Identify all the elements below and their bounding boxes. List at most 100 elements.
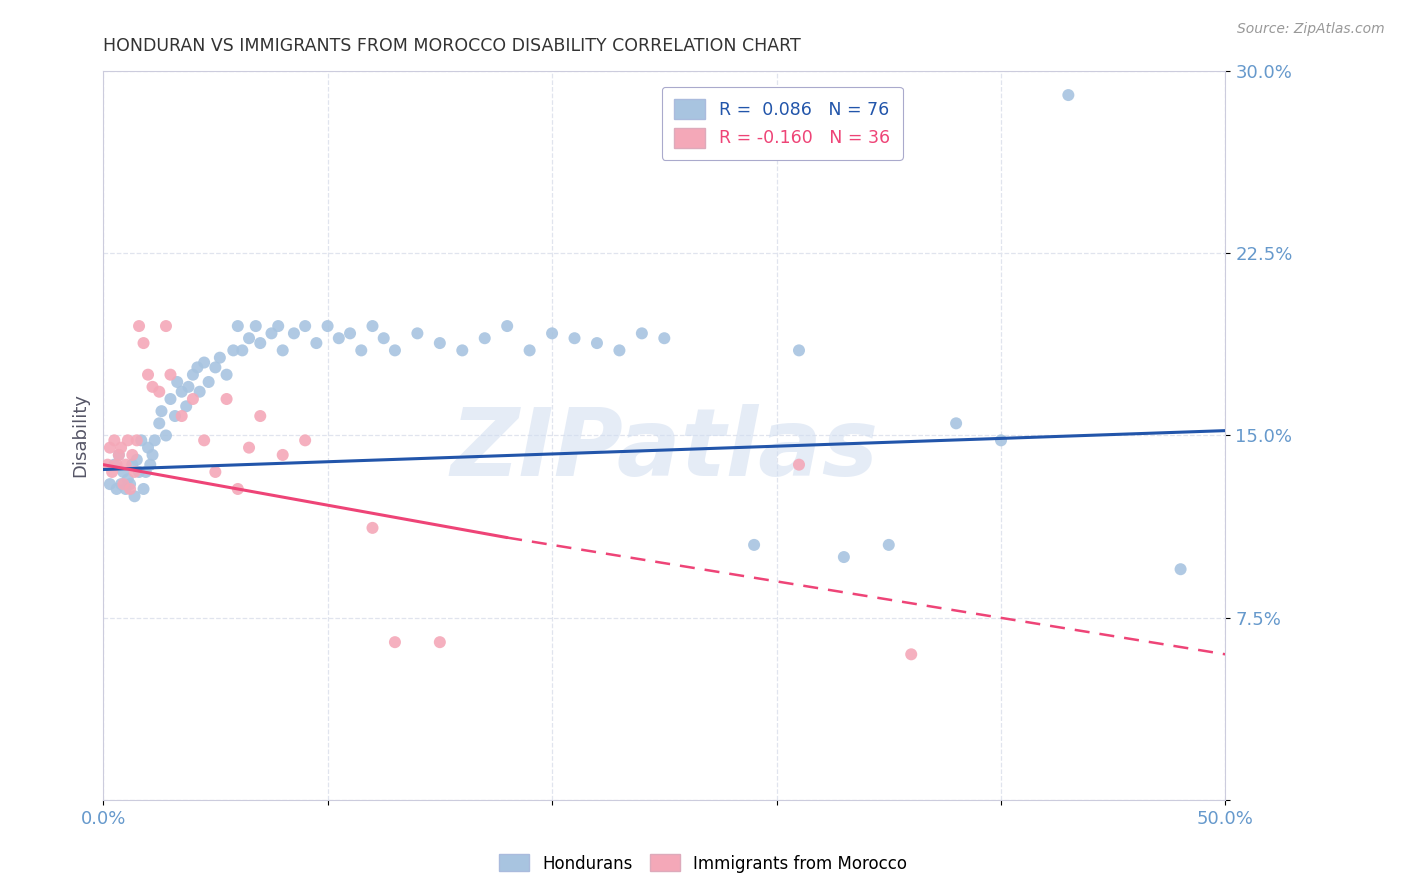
Point — [1170, 562, 1192, 576]
Legend: Hondurans, Immigrants from Morocco: Hondurans, Immigrants from Morocco — [492, 847, 914, 880]
Point — [271, 343, 294, 358]
Point — [294, 434, 316, 448]
Point — [186, 360, 208, 375]
Point — [429, 336, 451, 351]
Point — [586, 336, 609, 351]
Point — [541, 326, 564, 341]
Point — [384, 343, 406, 358]
Point — [245, 319, 267, 334]
Point — [121, 458, 143, 472]
Point — [108, 448, 131, 462]
Point — [294, 319, 316, 334]
Point — [1057, 88, 1080, 103]
Point — [204, 465, 226, 479]
Point — [193, 434, 215, 448]
Point — [316, 319, 339, 334]
Point — [159, 368, 181, 382]
Point — [148, 384, 170, 399]
Point — [215, 368, 238, 382]
Point — [143, 434, 166, 448]
Point — [231, 343, 253, 358]
Point — [787, 343, 810, 358]
Point — [406, 326, 429, 341]
Point — [117, 434, 139, 448]
Point — [208, 351, 231, 365]
Point — [128, 319, 150, 334]
Point — [451, 343, 474, 358]
Point — [900, 648, 922, 662]
Point — [170, 409, 193, 423]
Point — [105, 482, 128, 496]
Point — [98, 441, 121, 455]
Point — [166, 375, 188, 389]
Point — [136, 368, 159, 382]
Point — [742, 538, 765, 552]
Point — [141, 448, 163, 462]
Point — [155, 428, 177, 442]
Point — [519, 343, 541, 358]
Point — [990, 434, 1012, 448]
Point — [222, 343, 245, 358]
Point — [238, 331, 260, 345]
Point — [496, 319, 519, 334]
Point — [112, 477, 135, 491]
Point — [652, 331, 675, 345]
Point — [249, 336, 271, 351]
Point — [97, 458, 120, 472]
Point — [110, 477, 132, 491]
Point — [832, 550, 855, 565]
Point — [112, 465, 135, 479]
Point — [945, 417, 967, 431]
Point — [135, 465, 157, 479]
Point — [98, 477, 121, 491]
Point — [267, 319, 290, 334]
Point — [150, 404, 173, 418]
Point — [384, 635, 406, 649]
Point — [101, 465, 124, 479]
Point — [117, 472, 139, 486]
Point — [226, 319, 249, 334]
Point — [787, 458, 810, 472]
Point — [125, 434, 148, 448]
Point — [132, 336, 155, 351]
Point — [197, 375, 219, 389]
Point — [125, 452, 148, 467]
Point — [103, 458, 125, 472]
Point — [141, 380, 163, 394]
Point — [283, 326, 305, 341]
Legend: R =  0.086   N = 76, R = -0.160   N = 36: R = 0.086 N = 76, R = -0.160 N = 36 — [662, 87, 903, 160]
Point — [174, 399, 197, 413]
Point — [361, 521, 384, 535]
Point — [148, 417, 170, 431]
Point — [155, 319, 177, 334]
Text: HONDURAN VS IMMIGRANTS FROM MOROCCO DISABILITY CORRELATION CHART: HONDURAN VS IMMIGRANTS FROM MOROCCO DISA… — [103, 37, 801, 55]
Point — [339, 326, 361, 341]
Point — [609, 343, 631, 358]
Point — [631, 326, 654, 341]
Point — [204, 360, 226, 375]
Point — [361, 319, 384, 334]
Point — [474, 331, 496, 345]
Point — [177, 380, 200, 394]
Point — [170, 384, 193, 399]
Text: Source: ZipAtlas.com: Source: ZipAtlas.com — [1237, 22, 1385, 37]
Point — [350, 343, 373, 358]
Point — [103, 434, 125, 448]
Point — [121, 448, 143, 462]
Point — [188, 384, 211, 399]
Point — [163, 409, 186, 423]
Point — [132, 482, 155, 496]
Point — [181, 392, 204, 406]
Point — [110, 441, 132, 455]
Point — [305, 336, 328, 351]
Point — [120, 477, 142, 491]
Y-axis label: Disability: Disability — [72, 393, 89, 477]
Point — [215, 392, 238, 406]
Point — [249, 409, 271, 423]
Point — [105, 458, 128, 472]
Point — [129, 434, 152, 448]
Point — [877, 538, 900, 552]
Point — [124, 489, 146, 503]
Point — [136, 441, 159, 455]
Point — [193, 355, 215, 369]
